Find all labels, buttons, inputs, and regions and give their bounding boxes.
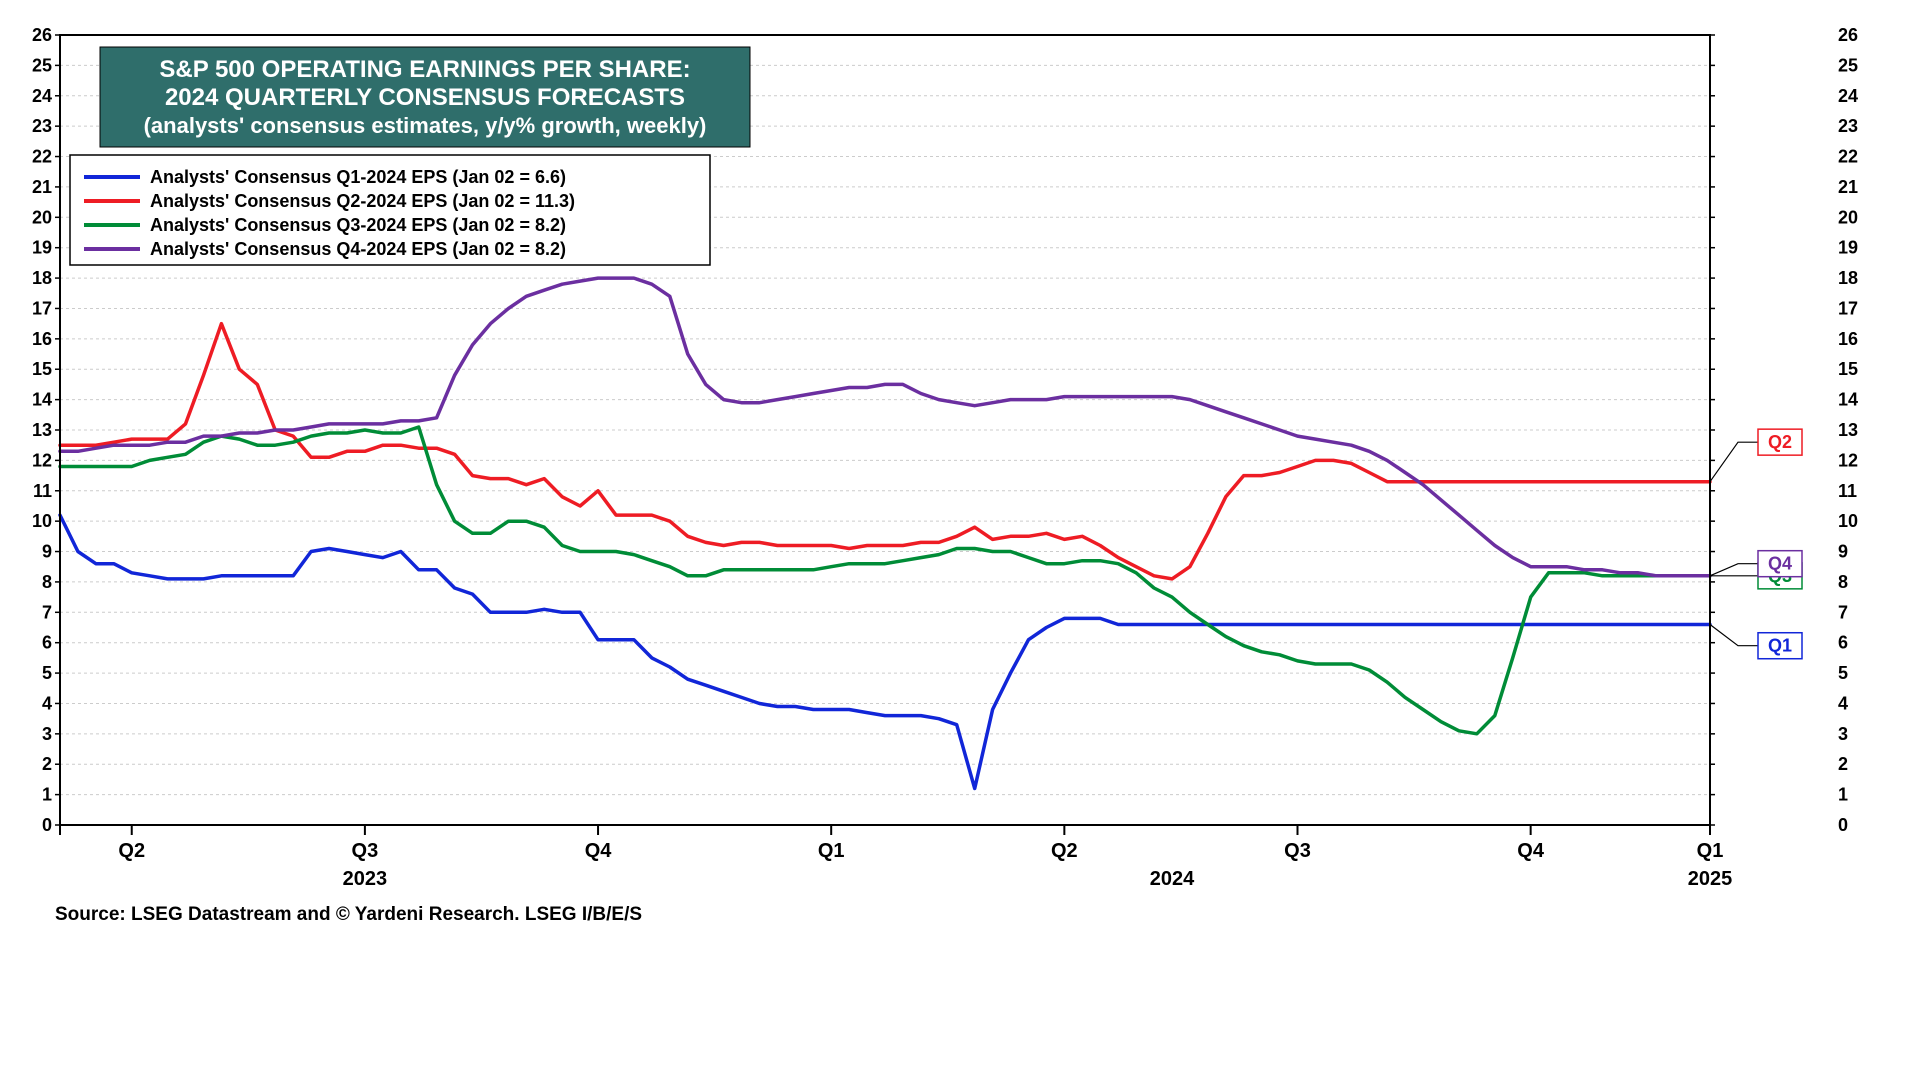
y-tick-left: 9 xyxy=(42,542,52,562)
y-tick-left: 20 xyxy=(32,207,52,227)
y-tick-right: 22 xyxy=(1838,147,1858,167)
y-tick-right: 15 xyxy=(1838,359,1858,379)
y-tick-right: 11 xyxy=(1838,481,1857,501)
y-tick-left: 17 xyxy=(32,298,52,318)
x-tick-quarter: Q1 xyxy=(818,840,845,862)
y-tick-left: 3 xyxy=(42,724,52,744)
y-tick-left: 12 xyxy=(32,450,52,470)
series-Q1 xyxy=(60,515,1710,788)
y-tick-right: 9 xyxy=(1838,542,1848,562)
y-tick-left: 1 xyxy=(42,785,52,805)
legend-label: Analysts' Consensus Q1-2024 EPS (Jan 02 … xyxy=(150,167,566,187)
y-tick-right: 8 xyxy=(1838,572,1848,592)
y-tick-right: 3 xyxy=(1838,724,1848,744)
x-tick-quarter: Q4 xyxy=(585,840,613,862)
x-tick-quarter: Q1 xyxy=(1697,840,1724,862)
y-tick-right: 1 xyxy=(1838,785,1848,805)
y-tick-left: 4 xyxy=(42,693,52,713)
x-tick-year: 2024 xyxy=(1150,868,1195,890)
y-tick-left: 25 xyxy=(32,55,52,75)
series-Q3 xyxy=(60,427,1710,734)
y-tick-left: 18 xyxy=(32,268,52,288)
title-line-2: 2024 QUARTERLY CONSENSUS FORECASTS xyxy=(165,84,685,111)
y-tick-right: 5 xyxy=(1838,663,1848,683)
y-tick-left: 7 xyxy=(42,602,52,622)
y-tick-right: 26 xyxy=(1838,25,1858,45)
title-line-1: S&P 500 OPERATING EARNINGS PER SHARE: xyxy=(159,56,690,83)
y-tick-right: 13 xyxy=(1838,420,1858,440)
y-tick-right: 7 xyxy=(1838,602,1848,622)
y-tick-right: 25 xyxy=(1838,55,1858,75)
y-tick-right: 20 xyxy=(1838,207,1858,227)
y-tick-left: 16 xyxy=(32,329,52,349)
y-tick-left: 6 xyxy=(42,633,52,653)
series-Q2 xyxy=(60,324,1710,579)
y-tick-right: 16 xyxy=(1838,329,1858,349)
end-label-Q2: Q2 xyxy=(1768,432,1792,452)
y-tick-left: 19 xyxy=(32,238,52,258)
y-tick-left: 21 xyxy=(32,177,52,197)
y-tick-left: 14 xyxy=(32,390,52,410)
legend-label: Analysts' Consensus Q4-2024 EPS (Jan 02 … xyxy=(150,239,566,259)
y-tick-right: 2 xyxy=(1838,754,1848,774)
legend-label: Analysts' Consensus Q3-2024 EPS (Jan 02 … xyxy=(150,215,566,235)
x-tick-quarter: Q2 xyxy=(118,840,145,862)
y-tick-left: 10 xyxy=(32,511,52,531)
y-tick-right: 6 xyxy=(1838,633,1848,653)
legend-label: Analysts' Consensus Q2-2024 EPS (Jan 02 … xyxy=(150,191,575,211)
series-Q4 xyxy=(60,278,1710,576)
y-tick-right: 12 xyxy=(1838,450,1858,470)
y-tick-left: 26 xyxy=(32,25,52,45)
chart-svg: 0011223344556677889910101111121213131414… xyxy=(0,0,1920,1080)
y-tick-right: 17 xyxy=(1838,298,1858,318)
y-tick-right: 14 xyxy=(1838,390,1858,410)
y-tick-left: 11 xyxy=(33,481,52,501)
y-tick-left: 15 xyxy=(32,359,52,379)
y-tick-right: 10 xyxy=(1838,511,1858,531)
y-tick-right: 19 xyxy=(1838,238,1858,258)
chart-container: 0011223344556677889910101111121213131414… xyxy=(0,0,1920,1080)
title-line-3: (analysts' consensus estimates, y/y% gro… xyxy=(144,113,707,138)
x-tick-quarter: Q4 xyxy=(1517,840,1545,862)
y-tick-right: 0 xyxy=(1838,815,1848,835)
x-tick-quarter: Q3 xyxy=(352,840,379,862)
y-tick-left: 24 xyxy=(32,86,52,106)
x-tick-quarter: Q2 xyxy=(1051,840,1078,862)
x-tick-quarter: Q3 xyxy=(1284,840,1311,862)
y-tick-left: 2 xyxy=(42,754,52,774)
y-tick-left: 13 xyxy=(32,420,52,440)
x-tick-year: 2025 xyxy=(1688,868,1733,890)
y-tick-left: 5 xyxy=(42,663,52,683)
x-tick-year: 2023 xyxy=(343,868,388,890)
y-tick-right: 24 xyxy=(1838,86,1858,106)
source-text: Source: LSEG Datastream and © Yardeni Re… xyxy=(55,904,642,925)
y-tick-right: 21 xyxy=(1838,177,1858,197)
y-tick-right: 23 xyxy=(1838,116,1858,136)
y-tick-left: 0 xyxy=(42,815,52,835)
y-tick-left: 22 xyxy=(32,147,52,167)
y-tick-right: 4 xyxy=(1838,693,1848,713)
y-tick-left: 8 xyxy=(42,572,52,592)
y-tick-left: 23 xyxy=(32,116,52,136)
end-label-Q1: Q1 xyxy=(1768,636,1792,656)
y-tick-right: 18 xyxy=(1838,268,1858,288)
end-label-Q4: Q4 xyxy=(1768,554,1792,574)
